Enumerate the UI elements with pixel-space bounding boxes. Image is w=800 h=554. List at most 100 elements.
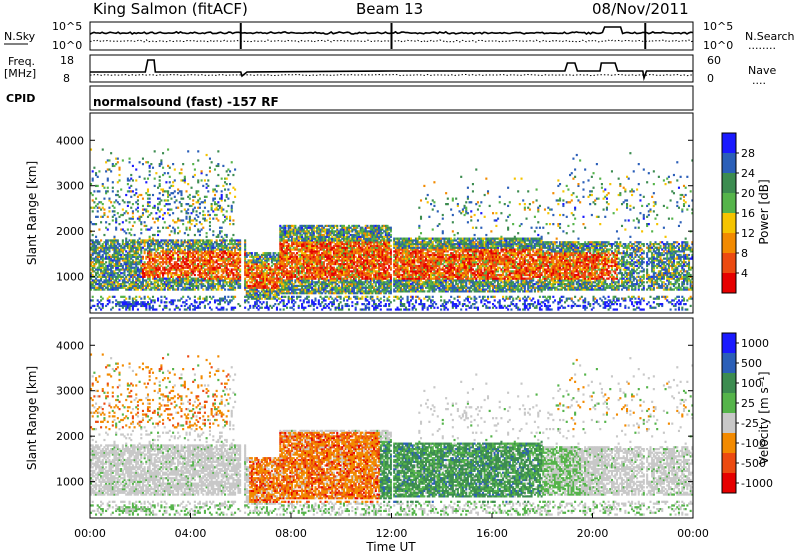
- power-cell: [355, 307, 357, 309]
- power-cell: [234, 188, 236, 190]
- power-cell: [147, 161, 149, 163]
- cpid-program: normalsound (fast) -157 RF: [93, 95, 279, 109]
- power-cell: [135, 188, 137, 190]
- power-cell: [217, 150, 219, 152]
- power-cell: [103, 212, 105, 214]
- power-cell: [132, 190, 134, 192]
- power-cell: [294, 301, 296, 303]
- power-cell: [234, 296, 236, 298]
- power-cell: [167, 172, 169, 174]
- power-cell: [172, 163, 174, 165]
- power-cell: [105, 261, 107, 263]
- power-cell: [336, 299, 338, 301]
- power-cell: [144, 296, 146, 298]
- power-cell: [214, 194, 216, 196]
- power-cell: [191, 223, 193, 225]
- power-cell: [226, 239, 228, 241]
- power-cell: [170, 208, 172, 210]
- power-cell: [199, 212, 201, 214]
- power-cell: [135, 296, 137, 298]
- noise-right-legend-line: ........: [748, 39, 776, 52]
- power-cell: [103, 208, 105, 210]
- power-cell: [145, 225, 147, 227]
- power-cell: [122, 159, 124, 161]
- noise-left-tick-bottom: 10^0: [52, 39, 82, 52]
- power-cell: [97, 216, 99, 218]
- power-cell: [164, 221, 166, 223]
- beam-title: Beam 13: [356, 0, 423, 18]
- power-cell: [134, 234, 136, 236]
- power-cell: [336, 225, 338, 227]
- power-cell: [209, 167, 211, 169]
- power-cell: [314, 303, 316, 305]
- power-cell: [98, 170, 100, 172]
- power-cell: [103, 234, 105, 236]
- power-cell: [187, 183, 189, 185]
- power-cell: [308, 296, 310, 298]
- power-cell: [108, 198, 110, 200]
- power-cell: [159, 183, 161, 185]
- power-cell: [227, 296, 229, 298]
- power-cell: [226, 183, 228, 185]
- power-cell: [154, 178, 156, 180]
- power-cell: [108, 210, 110, 212]
- power-cell: [108, 299, 110, 301]
- power-cell: [244, 307, 246, 309]
- power-cell: [222, 165, 224, 167]
- nave-right-tick-bottom: 0: [707, 72, 714, 85]
- power-cell: [169, 308, 171, 310]
- power-cell: [314, 298, 316, 300]
- power-cell: [107, 187, 109, 189]
- power-cell: [209, 228, 211, 230]
- power-cell: [232, 234, 234, 236]
- power-cell: [177, 227, 179, 229]
- power-cell: [150, 227, 152, 229]
- power-cell: [142, 158, 144, 160]
- power-cell: [182, 296, 184, 298]
- power-cell: [180, 172, 182, 174]
- power-cell: [97, 176, 99, 178]
- power-cell: [160, 208, 162, 210]
- power-cell: [160, 296, 162, 298]
- power-cell: [185, 216, 187, 218]
- power-cell: [107, 190, 109, 192]
- power-cell: [217, 201, 219, 203]
- power-cell: [139, 176, 141, 178]
- power-cell: [201, 179, 203, 181]
- power-cell: [304, 307, 306, 309]
- power-cell: [216, 190, 218, 192]
- nave-right-tick-top: 60: [707, 54, 721, 67]
- power-cell: [169, 203, 171, 205]
- power-cell: [95, 236, 97, 238]
- power-cell: [351, 305, 353, 307]
- power-cell: [174, 299, 176, 301]
- power-cell: [110, 201, 112, 203]
- power-cell: [154, 299, 156, 301]
- power-cell: [232, 219, 234, 221]
- power-cell: [170, 198, 172, 200]
- power-cell: [125, 194, 127, 196]
- power-cell: [139, 161, 141, 163]
- power-heatmap-cells: [90, 148, 693, 310]
- power-cell: [137, 207, 139, 209]
- power-cell: [167, 199, 169, 201]
- power-cell: [165, 301, 167, 303]
- power-cell: [239, 274, 241, 276]
- power-cell: [189, 227, 191, 229]
- power-cell: [100, 221, 102, 223]
- power-cell: [204, 179, 206, 181]
- power-cell: [197, 179, 199, 181]
- power-cell: [229, 183, 231, 185]
- power-cell: [117, 158, 119, 160]
- power-cell: [159, 230, 161, 232]
- power-cell: [159, 179, 161, 181]
- power-cell: [179, 230, 181, 232]
- power-cell: [224, 199, 226, 201]
- power-cell: [340, 301, 342, 303]
- power-cell: [125, 232, 127, 234]
- power-cell: [221, 178, 223, 180]
- power-cell: [160, 199, 162, 201]
- power-cell: [118, 167, 120, 169]
- power-cell: [110, 152, 112, 154]
- power-cell: [350, 298, 352, 300]
